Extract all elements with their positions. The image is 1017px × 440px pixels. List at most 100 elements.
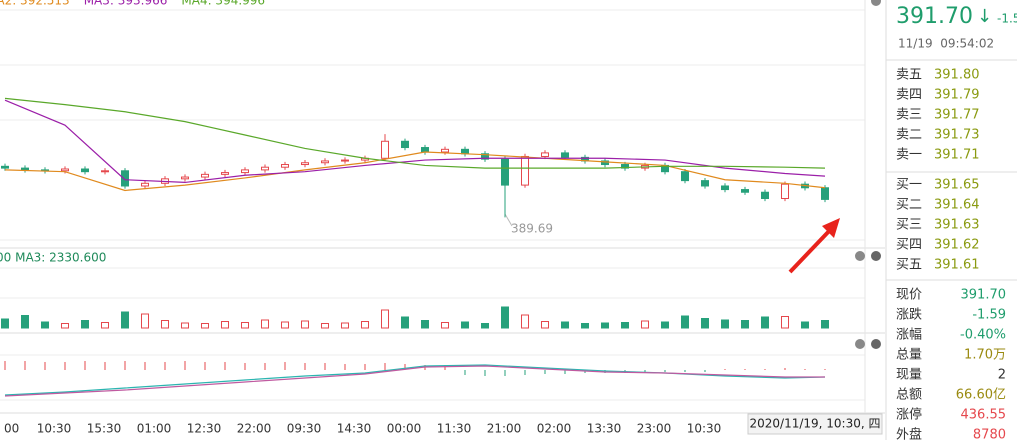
stat-value: 66.60亿 [956, 388, 1006, 403]
order-price: 391.64 [934, 198, 980, 213]
candle-body [101, 170, 109, 173]
volume-bar [101, 322, 109, 329]
candle-body [1, 165, 9, 169]
stat-value: -0.40% [960, 328, 1006, 343]
candle-body [221, 172, 229, 175]
stat-value: 436.55 [961, 408, 1007, 423]
volume-bar [21, 315, 29, 329]
candle-body [341, 159, 349, 162]
settings-icon[interactable] [855, 339, 865, 349]
order-label: 卖一 [896, 148, 922, 163]
volume-bar [681, 315, 689, 329]
order-price: 391.71 [934, 148, 980, 163]
x-tick-label: 00 [4, 422, 19, 436]
candle-body [281, 164, 289, 168]
x-tick-label: 23:00 [637, 422, 672, 436]
volume-bar [201, 323, 209, 329]
x-tick-label: 10:30 [687, 422, 722, 436]
volume-bar [1, 318, 9, 329]
volume-bar [361, 321, 369, 329]
volume-bar [601, 322, 609, 329]
x-tick-label: 14:30 [337, 422, 372, 436]
order-label: 买三 [896, 218, 922, 233]
order-label: 卖五 [896, 68, 922, 83]
stat-label: 涨停 [896, 407, 922, 423]
volume-bar [521, 314, 529, 329]
tooltip-box [747, 413, 883, 435]
volume-bar [421, 320, 429, 329]
x-tick-label: 09:30 [287, 422, 322, 436]
order-price: 391.73 [934, 128, 980, 143]
x-tick-label: 21:00 [487, 422, 522, 436]
order-label: 卖四 [896, 88, 922, 103]
close-icon[interactable] [871, 251, 881, 261]
order-label: 买五 [896, 258, 922, 273]
stat-label: 外盘 [896, 427, 922, 440]
quote-arrow: ↓ [977, 6, 992, 27]
candle-body [521, 155, 529, 186]
volume-bar [61, 323, 69, 329]
low-label: 389.69 [511, 222, 553, 236]
volume-bar [341, 322, 349, 329]
volume-bar [821, 320, 829, 329]
stat-label: 现量 [896, 368, 922, 383]
candle-body [241, 169, 249, 174]
candle-body [181, 176, 189, 180]
order-price: 391.77 [934, 108, 980, 123]
order-label: 卖二 [896, 128, 922, 143]
settings-icon[interactable] [871, 0, 881, 6]
order-label: 买四 [896, 238, 922, 253]
pane-icons [855, 0, 881, 349]
candle-body [821, 187, 829, 200]
macd-line [4, 364, 826, 396]
volume-bar [241, 322, 249, 329]
candle-body [561, 152, 569, 158]
candle-body [121, 170, 129, 187]
order-price: 391.80 [934, 68, 980, 83]
arrow-head [822, 218, 840, 238]
order-label: 买一 [896, 178, 922, 193]
volume-bar [781, 316, 789, 329]
order-price: 391.65 [934, 178, 980, 193]
volume-bar [541, 321, 549, 329]
candle-body [741, 189, 749, 193]
volume-bar [501, 306, 509, 329]
volume-bar [661, 321, 669, 329]
order-price: 391.63 [934, 218, 980, 233]
candle-body [381, 140, 389, 159]
candle-body [681, 171, 689, 182]
volume-bar [261, 319, 269, 329]
candle-body [141, 182, 149, 187]
stat-value: 1.70万 [964, 348, 1006, 363]
x-tick-label: 01:00 [137, 422, 172, 436]
order-price: 391.62 [934, 238, 980, 253]
ma-line [4, 97, 826, 169]
candle-body [601, 160, 609, 166]
volume-bar [621, 322, 629, 329]
order-price: 391.79 [934, 88, 980, 103]
quote-time: 11/19 09:54:02 [898, 37, 994, 51]
ma-line [4, 99, 826, 184]
volume-bar [161, 320, 169, 329]
stat-value: -1.59 [972, 308, 1006, 323]
volume-bar [761, 316, 769, 329]
volume-bar [701, 318, 709, 329]
volume-bar [741, 320, 749, 329]
close-icon[interactable] [871, 339, 881, 349]
order-label: 买二 [896, 198, 922, 213]
macd-line [4, 365, 825, 397]
settings-icon[interactable] [855, 251, 865, 261]
candle-body [321, 160, 329, 164]
x-tick-label: 22:00 [237, 422, 272, 436]
grid [0, 9, 865, 401]
x-tick-label: 11:30 [437, 422, 472, 436]
candle-body [541, 152, 549, 157]
volume-bar [81, 320, 89, 329]
volume-bar [221, 321, 229, 329]
x-tick-label: 15:30 [87, 422, 122, 436]
candle-body [301, 162, 309, 166]
stat-value: 8780 [973, 428, 1006, 440]
volume-bar [721, 319, 729, 329]
order-price: 391.61 [934, 258, 980, 273]
stat-label: 总量 [896, 348, 922, 363]
